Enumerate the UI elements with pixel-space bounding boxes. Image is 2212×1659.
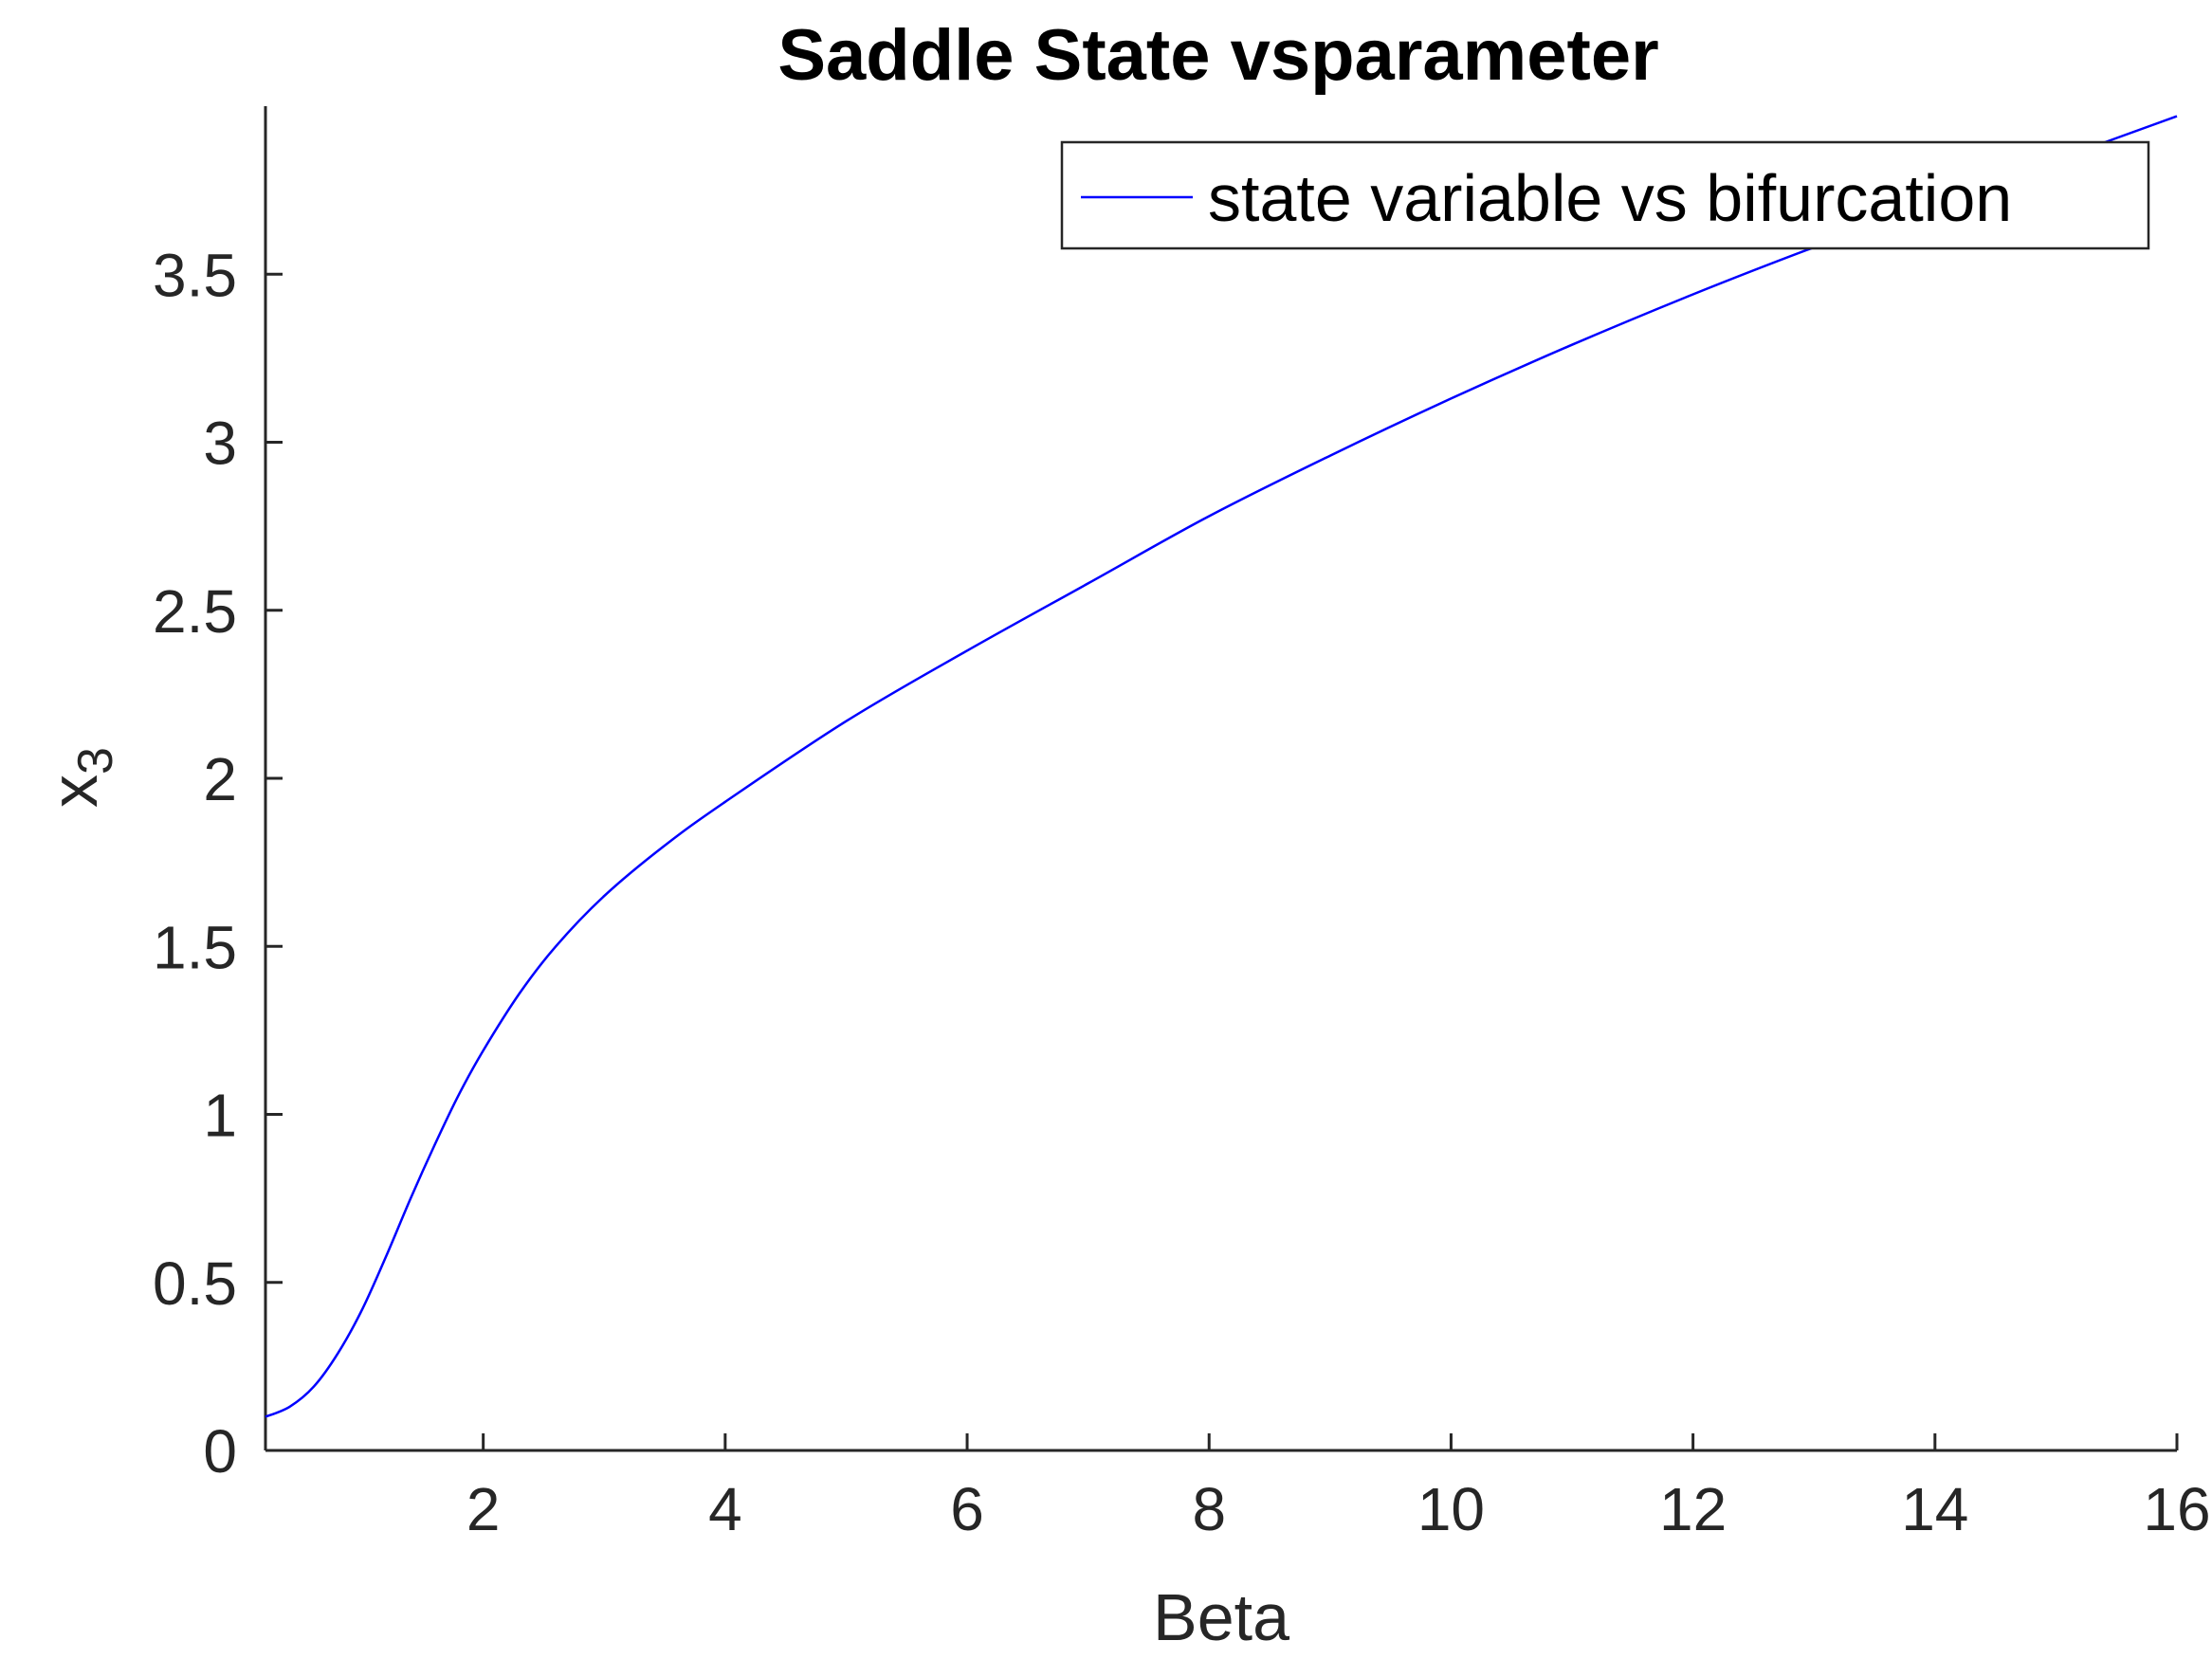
y-tick-label: 0.5 — [153, 1249, 237, 1318]
x-tick-label: 10 — [1417, 1475, 1485, 1543]
x-ticks: 2 4 6 8 10 12 14 16 — [466, 1433, 2211, 1543]
y-axis-label-base: x — [37, 775, 111, 808]
y-tick-label: 1 — [203, 1082, 237, 1150]
legend-box — [1060, 140, 2150, 250]
series-line — [265, 115, 2178, 1418]
x-tick-label: 16 — [2143, 1475, 2210, 1543]
legend-label: state variable vs bifurcation — [1208, 161, 2012, 235]
chart-title: Saddle State vsparameter — [777, 15, 1658, 96]
x-tick-label: 12 — [1659, 1475, 1727, 1543]
x-tick-label: 4 — [708, 1475, 742, 1543]
x-tick-label: 2 — [466, 1475, 501, 1543]
y-ticks: 0 0.5 1 1.5 2 2.5 3 3.5 — [153, 241, 283, 1486]
plot-area: 2 4 6 8 10 12 14 16 0 0.5 1 1.5 2 2.5 3 3.5 — [153, 106, 2211, 1543]
x-axis-label: Beta — [1153, 1580, 1289, 1654]
y-tick-label: 2.5 — [153, 577, 237, 646]
y-tick-label: 3.5 — [153, 241, 237, 309]
y-axis-label: x3 — [37, 747, 123, 808]
x-tick-label: 14 — [1901, 1475, 1968, 1543]
y-tick-label: 1.5 — [153, 913, 237, 981]
x-tick-label: 6 — [950, 1475, 984, 1543]
y-tick-label: 0 — [203, 1417, 237, 1486]
legend: state variable vs bifurcation — [1060, 140, 2150, 250]
y-axis-label-subscript: 3 — [68, 747, 123, 775]
x-tick-label: 8 — [1192, 1475, 1226, 1543]
y-tick-label: 3 — [203, 410, 237, 478]
y-tick-label: 2 — [203, 745, 237, 813]
